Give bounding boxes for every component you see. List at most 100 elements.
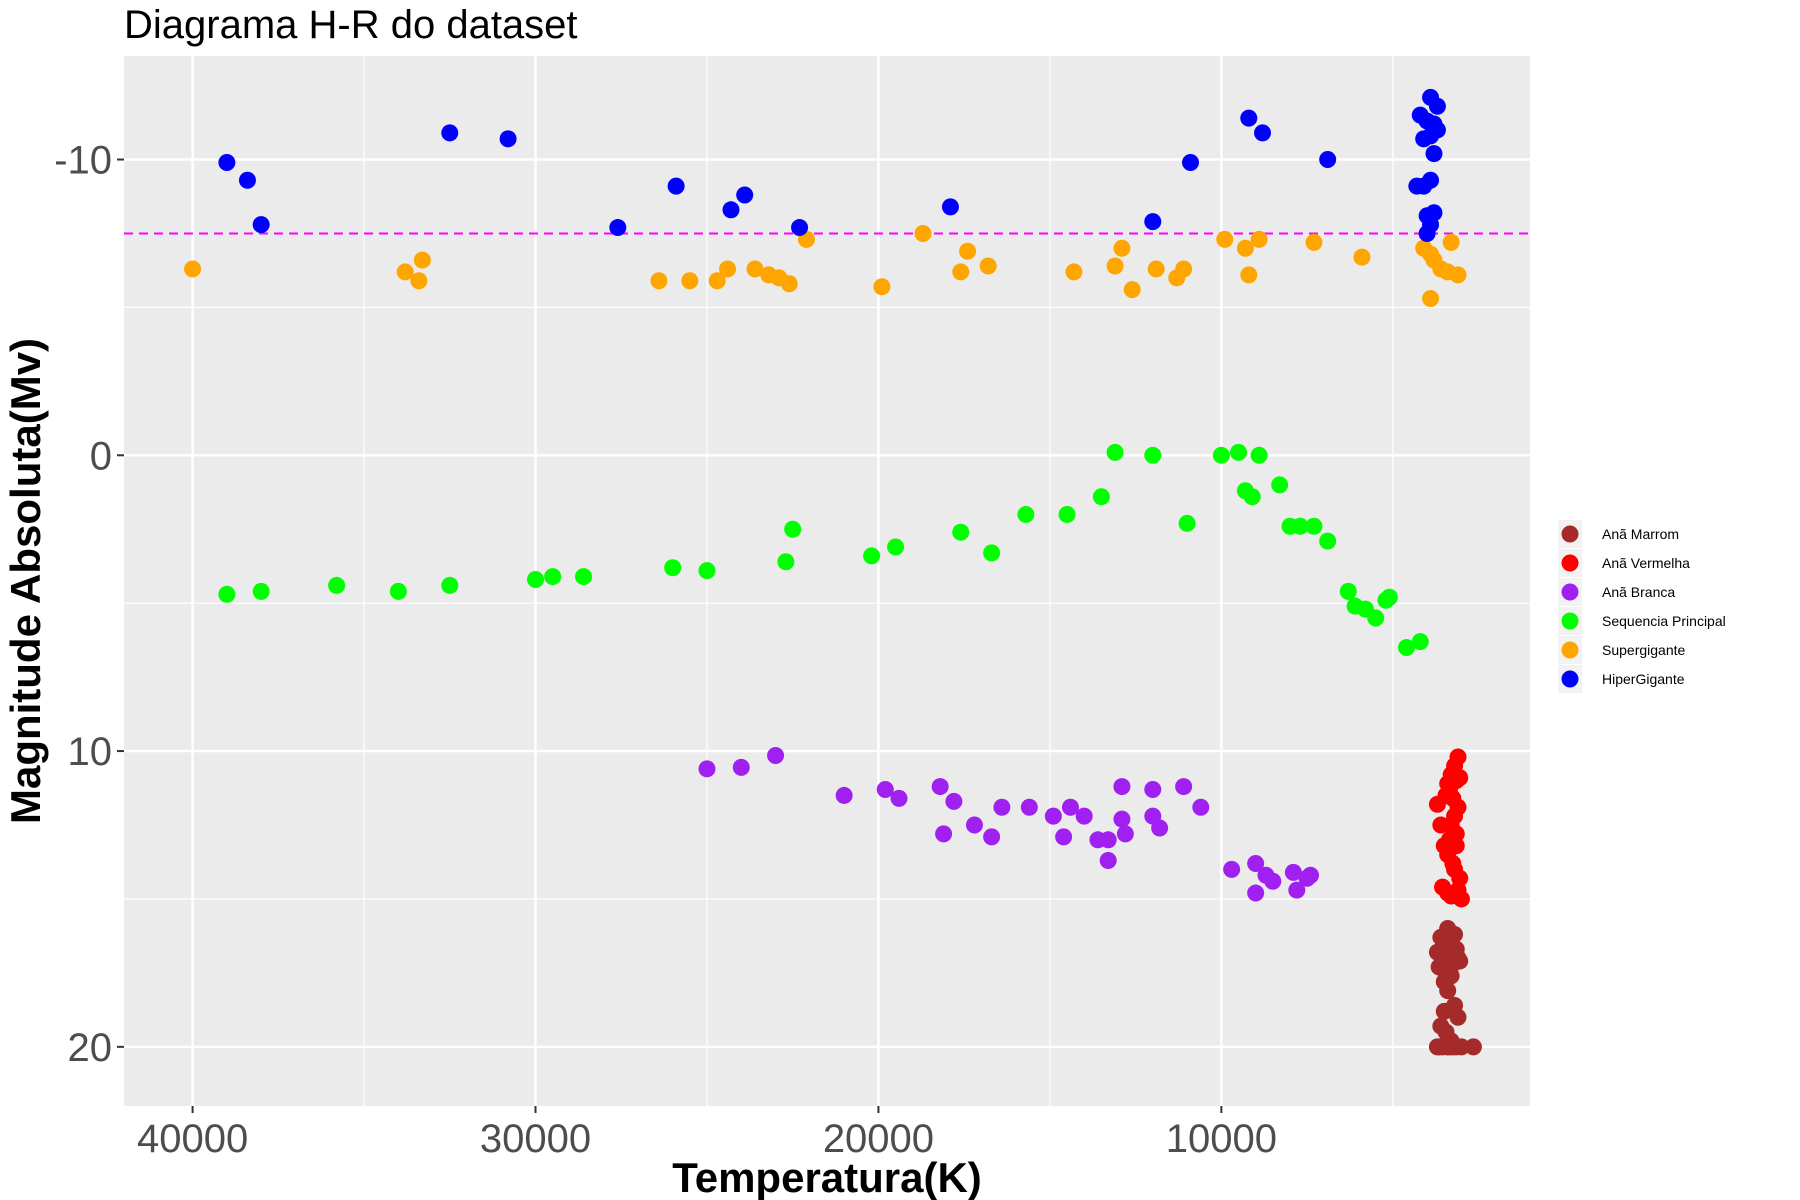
point-ana-vermelha [1435, 837, 1453, 855]
point-sequencia-principal [887, 538, 905, 556]
point-hipergigante [791, 219, 809, 237]
point-sequencia-principal [698, 562, 716, 580]
point-hipergigante [1418, 224, 1436, 242]
point-hipergigante [499, 130, 517, 148]
grid-major [124, 56, 1530, 1106]
point-supergigante [1147, 260, 1165, 278]
y-tick-label: 0 [90, 434, 112, 478]
point-supergigante [1240, 266, 1258, 284]
point-ana-branca [1247, 854, 1265, 872]
point-ana-marrom [1428, 1038, 1446, 1056]
point-ana-branca [1055, 828, 1073, 846]
point-sequencia-principal [252, 582, 270, 600]
point-supergigante [1106, 257, 1124, 275]
point-supergigante [184, 260, 202, 278]
point-sequencia-principal [1380, 588, 1398, 606]
point-ana-branca [1099, 852, 1117, 870]
point-sequencia-principal [1367, 609, 1385, 627]
legend-label: Supergigante [1602, 642, 1686, 658]
point-ana-branca [732, 758, 750, 776]
point-sequencia-principal [1243, 488, 1261, 506]
y-axis-ticks: -10 0 10 20 [54, 139, 124, 1070]
point-supergigante [1065, 263, 1083, 281]
point-supergigante [914, 224, 932, 242]
point-supergigante [1216, 230, 1234, 248]
point-hipergigante [1425, 145, 1443, 163]
point-hipergigante [238, 171, 256, 189]
point-ana-branca [890, 789, 908, 807]
point-ana-branca [935, 825, 953, 843]
point-supergigante [1236, 239, 1254, 257]
point-sequencia-principal [389, 582, 407, 600]
x-axis-ticks: 40000 30000 20000 10000 [137, 1106, 1277, 1161]
point-sequencia-principal [1291, 517, 1309, 535]
point-supergigante [1123, 281, 1141, 299]
point-supergigante [1449, 266, 1467, 284]
point-ana-branca [931, 778, 949, 796]
point-sequencia-principal [527, 571, 545, 589]
legend-label: Anã Marrom [1602, 526, 1679, 542]
plot-panel [124, 56, 1530, 1106]
y-tick-label: 10 [68, 730, 113, 774]
point-hipergigante [218, 153, 236, 171]
legend-swatch [1561, 670, 1579, 688]
point-supergigante [1305, 233, 1323, 251]
point-sequencia-principal [1230, 443, 1248, 461]
legend-label: Anã Branca [1602, 584, 1675, 600]
point-ana-marrom [1442, 967, 1460, 985]
point-ana-marrom [1449, 1008, 1467, 1026]
point-supergigante [1353, 248, 1371, 266]
legend: Anã Marrom Anã Vermelha Anã Branca Sequenci… [1558, 520, 1726, 693]
point-sequencia-principal [1339, 582, 1357, 600]
point-ana-branca [1061, 798, 1079, 816]
point-ana-branca [1192, 798, 1210, 816]
point-ana-branca [1113, 778, 1131, 796]
point-sequencia-principal [777, 553, 795, 571]
point-sequencia-principal [1106, 443, 1124, 461]
point-hipergigante [1254, 124, 1272, 142]
point-sequencia-principal [441, 576, 459, 594]
x-tick-label: 10000 [1166, 1117, 1277, 1161]
legend-swatch [1561, 525, 1579, 543]
point-hipergigante [941, 198, 959, 216]
point-supergigante [1175, 260, 1193, 278]
point-supergigante [1250, 230, 1268, 248]
point-sequencia-principal [575, 568, 593, 586]
point-sequencia-principal [1250, 446, 1268, 464]
x-tick-label: 30000 [480, 1117, 591, 1161]
point-sequencia-principal [218, 585, 236, 603]
point-hipergigante [1428, 121, 1446, 139]
legend-swatch [1561, 554, 1579, 572]
grid-minor [124, 56, 1530, 1106]
point-hipergigante [736, 186, 754, 204]
point-hipergigante [1240, 109, 1258, 127]
point-ana-marrom [1430, 958, 1448, 976]
point-ana-marrom [1439, 982, 1457, 1000]
chart-title: Diagrama H-R do dataset [124, 3, 578, 47]
point-ana-branca [1113, 810, 1131, 828]
point-hipergigante [609, 219, 627, 237]
point-hipergigante [1422, 171, 1440, 189]
point-sequencia-principal [1319, 532, 1337, 550]
point-hipergigante [1415, 130, 1433, 148]
point-sequencia-principal [952, 523, 970, 541]
point-sequencia-principal [1271, 476, 1289, 494]
point-supergigante [873, 278, 891, 296]
point-supergigante [413, 251, 431, 269]
point-sequencia-principal [1144, 446, 1162, 464]
point-ana-branca [993, 798, 1011, 816]
point-ana-branca [1020, 798, 1038, 816]
legend-swatch [1561, 612, 1579, 630]
point-supergigante [952, 263, 970, 281]
point-sequencia-principal [1058, 505, 1076, 523]
point-sequencia-principal [983, 544, 1001, 562]
point-sequencia-principal [1178, 514, 1196, 532]
point-ana-marrom [1464, 1038, 1482, 1056]
point-ana-branca [1099, 831, 1117, 849]
point-supergigante [681, 272, 699, 290]
point-ana-branca [1075, 807, 1093, 825]
point-ana-vermelha [1437, 786, 1455, 804]
point-hipergigante [1319, 151, 1337, 169]
legend-label: HiperGigante [1602, 671, 1685, 687]
